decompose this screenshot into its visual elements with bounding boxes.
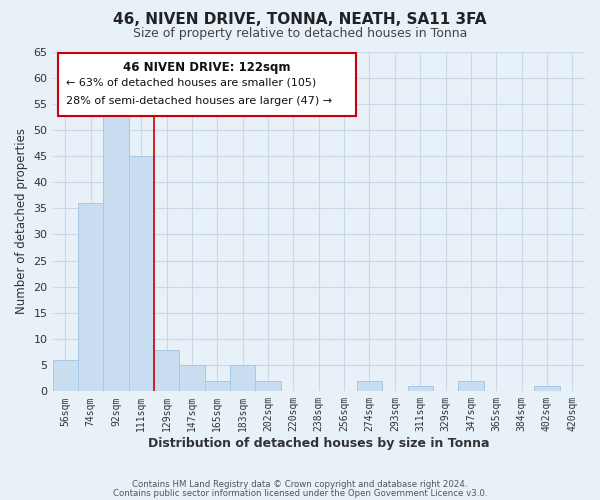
- Text: Contains public sector information licensed under the Open Government Licence v3: Contains public sector information licen…: [113, 490, 487, 498]
- FancyBboxPatch shape: [58, 53, 356, 116]
- Text: 28% of semi-detached houses are larger (47) →: 28% of semi-detached houses are larger (…: [66, 96, 332, 106]
- Text: 46 NIVEN DRIVE: 122sqm: 46 NIVEN DRIVE: 122sqm: [123, 60, 291, 74]
- Bar: [128, 156, 154, 392]
- Bar: [230, 365, 256, 392]
- Bar: [458, 381, 484, 392]
- Text: ← 63% of detached houses are smaller (105): ← 63% of detached houses are smaller (10…: [66, 78, 316, 88]
- Bar: [357, 381, 382, 392]
- Bar: [534, 386, 560, 392]
- X-axis label: Distribution of detached houses by size in Tonna: Distribution of detached houses by size …: [148, 437, 490, 450]
- Bar: [256, 381, 281, 392]
- Bar: [53, 360, 78, 392]
- Text: 46, NIVEN DRIVE, TONNA, NEATH, SA11 3FA: 46, NIVEN DRIVE, TONNA, NEATH, SA11 3FA: [113, 12, 487, 28]
- Y-axis label: Number of detached properties: Number of detached properties: [15, 128, 28, 314]
- Text: Contains HM Land Registry data © Crown copyright and database right 2024.: Contains HM Land Registry data © Crown c…: [132, 480, 468, 489]
- Bar: [407, 386, 433, 392]
- Bar: [179, 365, 205, 392]
- Text: Size of property relative to detached houses in Tonna: Size of property relative to detached ho…: [133, 28, 467, 40]
- Bar: [154, 350, 179, 392]
- Bar: [78, 203, 103, 392]
- Bar: [103, 114, 128, 392]
- Bar: [205, 381, 230, 392]
